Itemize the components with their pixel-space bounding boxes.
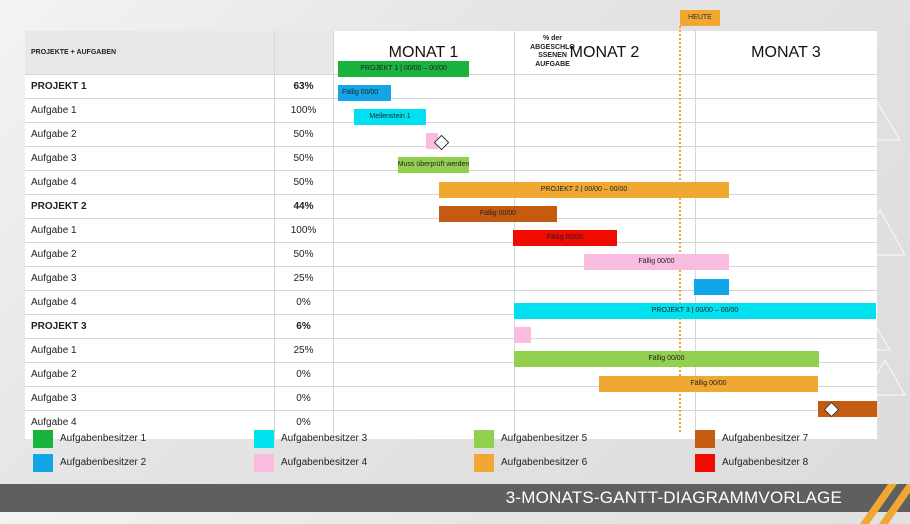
header-pct-cell: % der ABGESCHLO SSENEN AUFGABE	[274, 31, 575, 75]
table-row: PROJEKT 1 63%	[25, 75, 877, 99]
row-pct: 0%	[296, 417, 311, 428]
grid-line	[274, 31, 275, 439]
row-name: Aufgabe 2	[31, 369, 77, 380]
row-pct: 0%	[296, 393, 311, 404]
header-pct-label: % der ABGESCHLO SSENEN AUFGABE	[530, 35, 575, 68]
gantt-bar-project-2[interactable]: PROJEKT 2 | 00/00 – 00/00	[439, 182, 729, 198]
row-pct: 0%	[296, 297, 311, 308]
table-row: Aufgabe 1 25%	[25, 339, 877, 363]
table-row: Aufgabe 4 0%	[25, 291, 877, 315]
grid-line	[695, 31, 696, 439]
gantt-bar-p3-task-1[interactable]	[514, 327, 531, 343]
footer-bar: 3-MONATS-GANTT-DIAGRAMMVORLAGE	[0, 484, 910, 512]
row-name: Aufgabe 1	[31, 225, 77, 236]
legend-swatch	[254, 454, 274, 472]
row-pct: 25%	[293, 345, 314, 356]
gantt-bar-p2-task-1[interactable]: Fällig 00/00	[439, 206, 557, 222]
table-row: Aufgabe 1 100%	[25, 219, 877, 243]
row-name: PROJEKT 2	[31, 201, 87, 212]
row-name: Aufgabe 2	[31, 129, 77, 140]
gantt-bar-p1-task-4[interactable]: Muss überprüft werden	[398, 157, 469, 173]
month-3-header: MONAT 3	[751, 44, 821, 61]
row-pct: 25%	[293, 273, 314, 284]
month-1-header: MONAT 1	[388, 44, 459, 61]
month-2-header: MONAT 2	[569, 44, 640, 61]
gantt-bar-project-3[interactable]: PROJEKT 3 | 00/00 – 00/00	[514, 303, 876, 319]
legend-swatch	[695, 454, 715, 472]
table-row: Aufgabe 2 0%	[25, 363, 877, 387]
row-name: Aufgabe 1	[31, 345, 77, 356]
legend-swatch	[33, 454, 53, 472]
gantt-bar-p1-task-1[interactable]: Fällig 00/00	[338, 85, 391, 101]
gantt-bar-p1-task-2[interactable]: Meilenstein 1	[354, 109, 426, 125]
legend-swatch	[695, 430, 715, 448]
row-name: Aufgabe 1	[31, 105, 77, 116]
row-name: Aufgabe 2	[31, 249, 77, 260]
page-title: 3-MONATS-GANTT-DIAGRAMMVORLAGE	[505, 488, 842, 507]
gantt-bar-p3-task-3[interactable]: Fällig 00/00	[599, 376, 818, 392]
legend-swatch	[33, 430, 53, 448]
gantt-bar-p1-task-3[interactable]	[426, 133, 438, 149]
gantt-bar-p2-task-4[interactable]	[694, 279, 729, 295]
legend-swatch	[474, 454, 494, 472]
row-name: Aufgabe 3	[31, 393, 77, 404]
table-row: Aufgabe 2 50%	[25, 243, 877, 267]
gantt-bar-p2-task-2[interactable]: Fällig 00/00	[513, 230, 617, 246]
gantt-bar-p3-task-2[interactable]: Fällig 00/00	[514, 351, 819, 367]
row-pct: 6%	[296, 321, 311, 332]
row-pct: 100%	[290, 225, 317, 236]
table-row: Aufgabe 2 50%	[25, 123, 877, 147]
row-name: Aufgabe 4	[31, 177, 77, 188]
grid-line	[333, 31, 334, 439]
table-row: Aufgabe 3 0%	[25, 387, 877, 411]
row-pct: 50%	[293, 129, 314, 140]
row-name: Aufgabe 4	[31, 417, 77, 428]
row-name: Aufgabe 4	[31, 297, 77, 308]
header-tasks-cell: PROJEKTE + AUFGABEN	[25, 31, 274, 75]
row-pct: 0%	[296, 369, 311, 380]
legend-swatch	[254, 430, 274, 448]
table-row: Aufgabe 4 0%	[25, 411, 877, 435]
row-pct: 50%	[293, 249, 314, 260]
legend-swatch	[474, 430, 494, 448]
table-row: PROJEKT 3 6%	[25, 315, 877, 339]
gantt-bar-p2-task-3[interactable]: Fällig 00/00	[584, 254, 729, 270]
gantt-table: PROJEKTE + AUFGABEN % der ABGESCHLO SSEN…	[25, 31, 877, 439]
row-pct: 50%	[293, 153, 314, 164]
row-name: PROJEKT 1	[31, 81, 87, 92]
row-pct: 44%	[293, 201, 314, 212]
row-pct: 63%	[293, 81, 314, 92]
row-name: Aufgabe 3	[31, 153, 77, 164]
row-pct: 50%	[293, 177, 314, 188]
row-name: PROJEKT 3	[31, 321, 87, 332]
gantt-bar-project-1[interactable]: PROJEKT 1 | 00/00 – 00/00	[338, 61, 469, 77]
today-line	[679, 26, 681, 432]
row-pct: 100%	[290, 105, 317, 116]
today-marker: HEUTE	[680, 10, 720, 26]
table-row: Aufgabe 1 100%	[25, 99, 877, 123]
header-tasks-label: PROJEKTE + AUFGABEN	[31, 49, 117, 56]
table-row: Aufgabe 3 25%	[25, 267, 877, 291]
row-name: Aufgabe 3	[31, 273, 77, 284]
